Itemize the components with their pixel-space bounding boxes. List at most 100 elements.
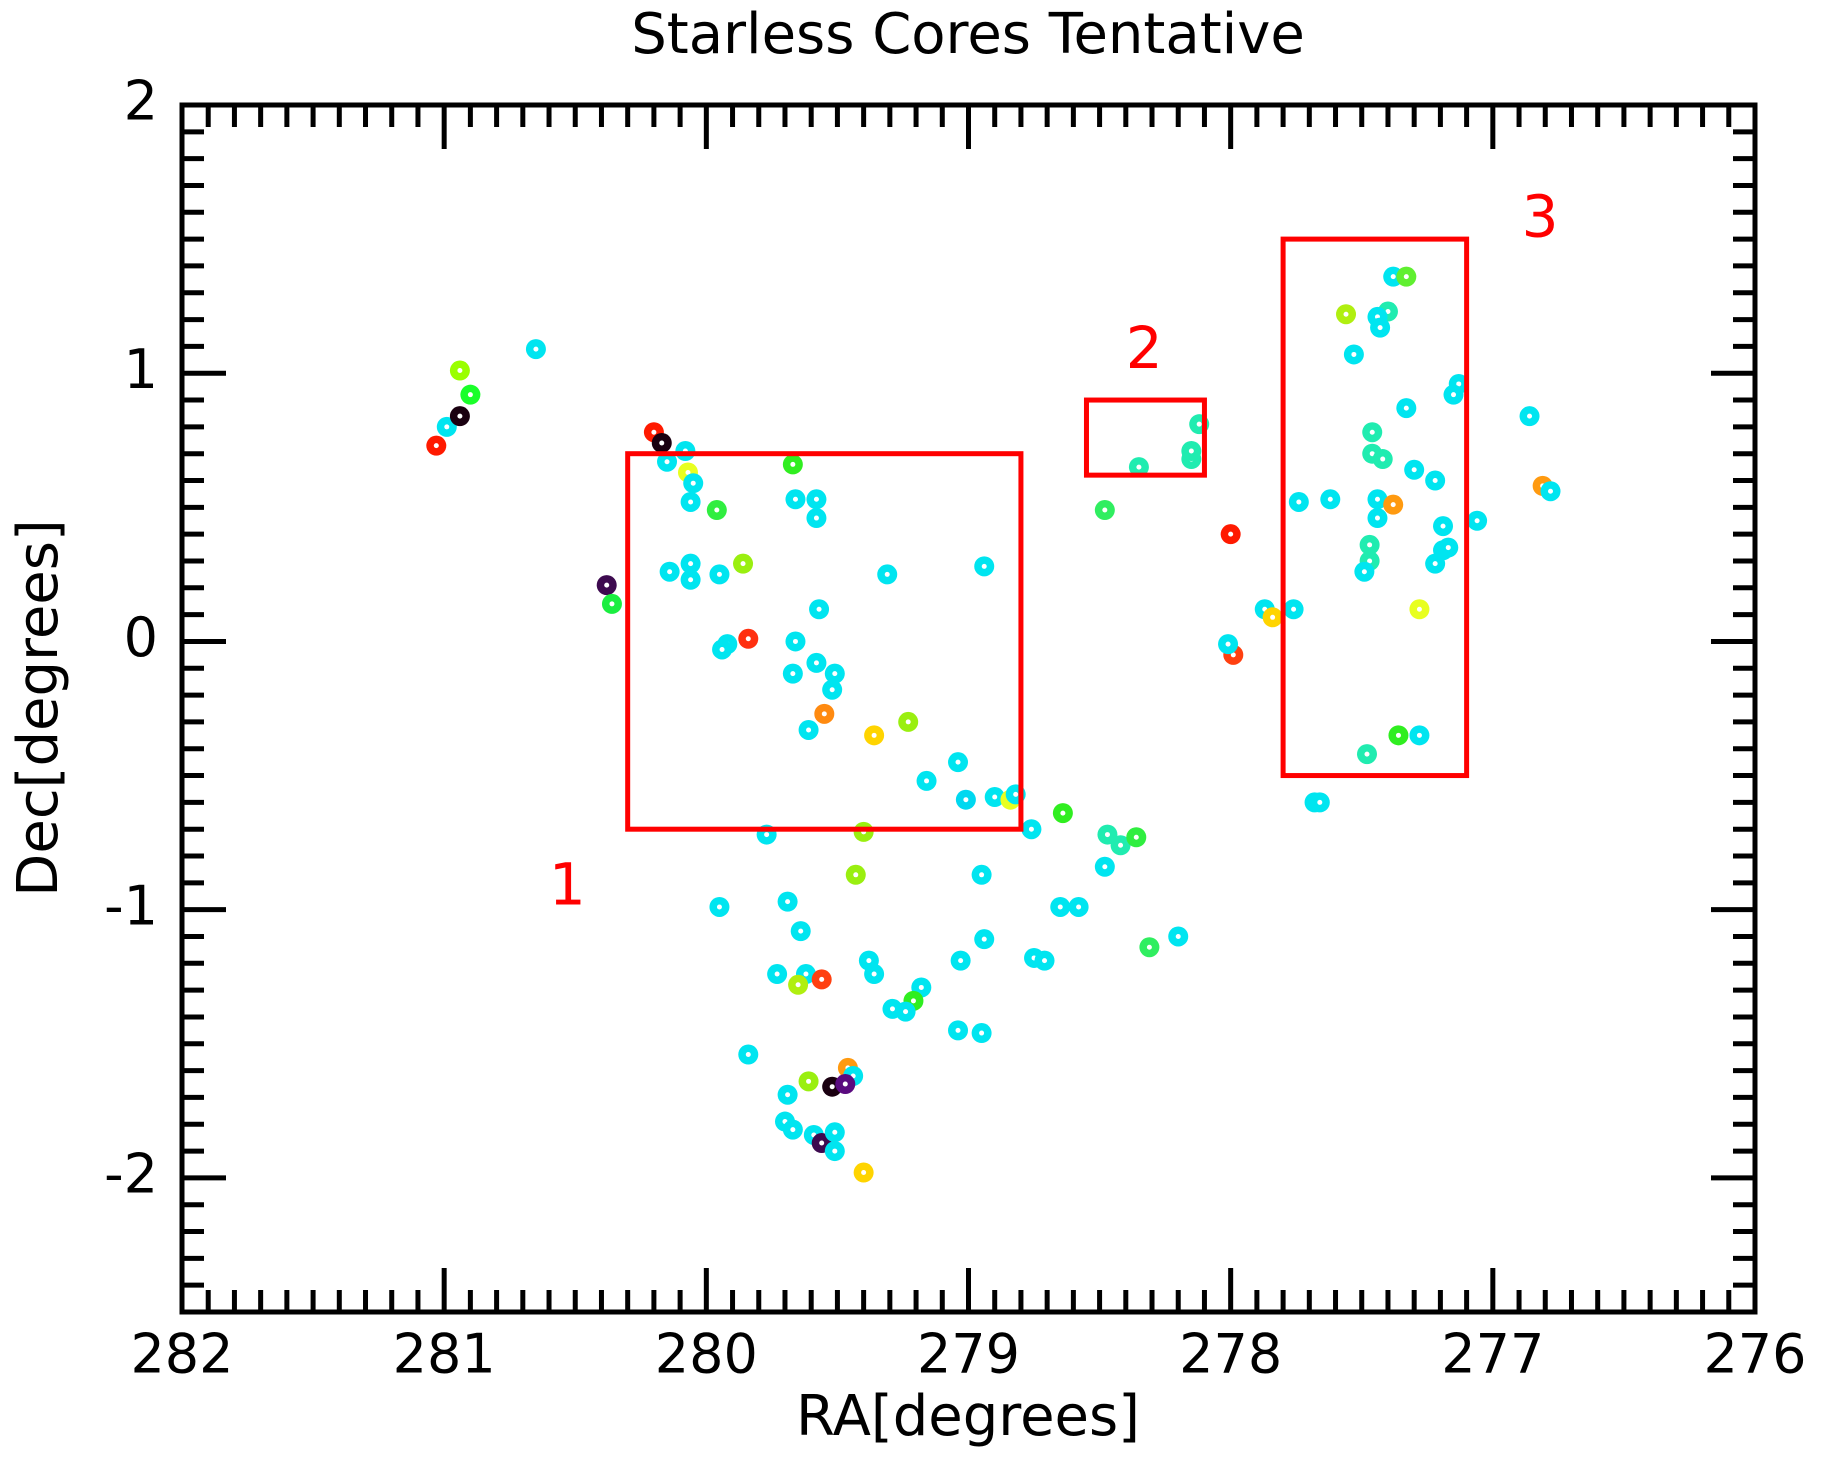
point-center (1367, 558, 1373, 564)
point-center (1432, 561, 1438, 567)
y-tick-label: 2 (124, 70, 158, 133)
y-tick-label: -1 (104, 874, 158, 937)
point-center (1102, 864, 1108, 870)
point-center (1060, 810, 1066, 816)
point-center (1136, 464, 1142, 470)
point-center (832, 1129, 838, 1135)
point-center (457, 368, 463, 374)
point-center (832, 1148, 838, 1154)
point-center (790, 1127, 796, 1133)
x-tick-label: 279 (917, 1323, 1020, 1386)
region-box (1280, 236, 1470, 779)
point-center (910, 998, 916, 1004)
point-center (1343, 311, 1349, 317)
point-center (1385, 309, 1391, 315)
point-center (1196, 421, 1202, 427)
point-center (444, 424, 450, 430)
x-tick-label: 277 (1441, 1323, 1544, 1386)
point-center (714, 507, 720, 513)
point-center (903, 1009, 909, 1015)
point-center (433, 443, 439, 449)
point-center (1367, 542, 1373, 548)
point-center (979, 872, 985, 878)
point-center (958, 958, 964, 964)
point-center (1057, 904, 1063, 910)
region-box (625, 451, 1024, 832)
point-center (785, 1092, 791, 1098)
point-center (813, 496, 819, 502)
point-center (1351, 351, 1357, 357)
point-center (798, 928, 804, 934)
point-center (533, 346, 539, 352)
point-center (740, 561, 746, 567)
point-center (716, 571, 722, 577)
point-center (806, 1078, 812, 1084)
point-center (832, 671, 838, 677)
point-center (1364, 751, 1370, 757)
point-center (1416, 606, 1422, 612)
point-center (803, 971, 809, 977)
point-center (659, 440, 665, 446)
point-center (889, 1006, 895, 1012)
chart-title: Starless Cores Tentative (631, 2, 1305, 67)
point-center (1451, 392, 1457, 398)
point-center (819, 976, 825, 982)
point-center (790, 671, 796, 677)
point-center (1317, 799, 1323, 805)
point-center (1076, 904, 1082, 910)
point-center (918, 984, 924, 990)
point-center (774, 971, 780, 977)
point-center (1432, 478, 1438, 484)
point-center (1395, 732, 1401, 738)
point-center (829, 1084, 835, 1090)
point-center (1390, 502, 1396, 508)
point-center (992, 794, 998, 800)
plot-frame (179, 102, 1758, 1315)
point-center (1042, 958, 1048, 964)
point-center (719, 646, 725, 652)
point-center (1411, 467, 1417, 473)
point-center (792, 496, 798, 502)
point-center (745, 636, 751, 642)
point-center (1548, 488, 1554, 494)
region-box (1083, 397, 1207, 478)
x-axis-title: RA[degrees] (796, 1384, 1140, 1449)
point-center (981, 936, 987, 942)
point-center (792, 638, 798, 644)
point-center (1270, 614, 1276, 620)
point-center (821, 711, 827, 717)
point-center (1188, 448, 1194, 454)
point-center (745, 1052, 751, 1058)
point-center (609, 601, 615, 607)
point-center (1403, 274, 1409, 280)
point-center (819, 1140, 825, 1146)
region-label: 1 (549, 850, 586, 918)
point-center (1133, 834, 1139, 840)
point-center (866, 958, 872, 964)
point-center (785, 899, 791, 905)
point-center (604, 582, 610, 588)
point-center (816, 606, 822, 612)
point-center (963, 797, 969, 803)
x-tick-label: 281 (393, 1323, 496, 1386)
point-center (853, 872, 859, 878)
point-center (1527, 413, 1533, 419)
point-center (1440, 523, 1446, 529)
point-center (790, 461, 796, 467)
point-center (1474, 518, 1480, 524)
point-center (1118, 842, 1124, 848)
point-center (1146, 944, 1152, 950)
point-center (1361, 569, 1367, 575)
point-center (1377, 325, 1383, 331)
point-center (1416, 732, 1422, 738)
point-center (1102, 507, 1108, 513)
point-center (813, 515, 819, 521)
x-tick-label: 280 (655, 1323, 758, 1386)
point-center (467, 392, 473, 398)
point-center (688, 499, 694, 505)
point-center (1175, 933, 1181, 939)
point-center (651, 429, 657, 435)
point-center (1403, 405, 1409, 411)
point-center (1104, 832, 1110, 838)
